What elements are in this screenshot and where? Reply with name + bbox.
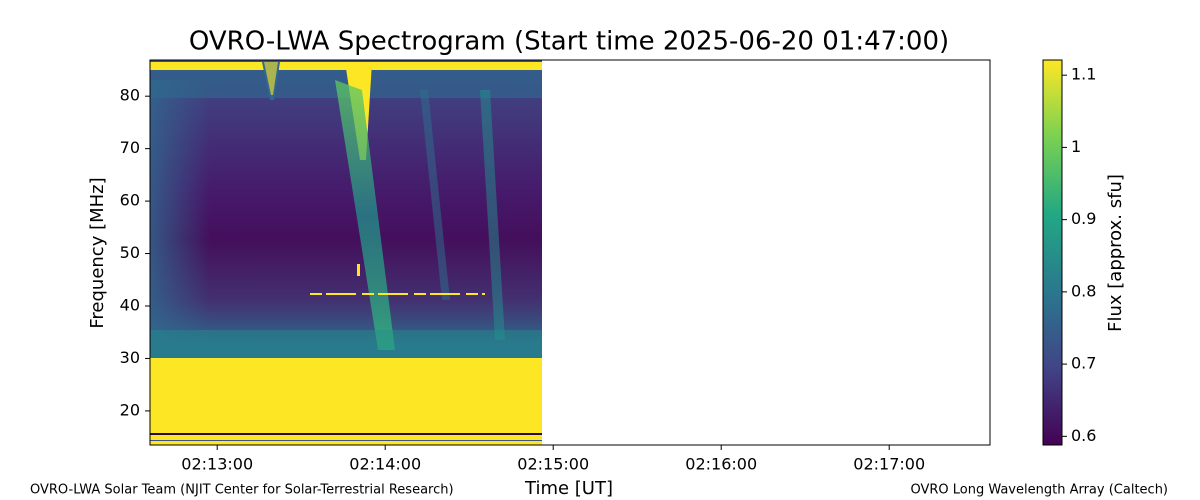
spectrogram-image — [150, 60, 542, 445]
x-tick-label: 02:16:00 — [685, 455, 757, 474]
colorbar-tick-label: 0.9 — [1071, 209, 1096, 228]
y-tick-label: 20 — [120, 400, 140, 419]
colorbar-tick-label: 1.1 — [1071, 65, 1096, 84]
footer-right: OVRO Long Wavelength Array (Caltech) — [910, 483, 1168, 498]
y-axis-label: Frequency [MHz] — [87, 177, 108, 328]
plot-frame — [149, 59, 991, 446]
chart-title: OVRO-LWA Spectrogram (Start time 2025-06… — [189, 27, 949, 57]
colorbar-frame — [1042, 59, 1063, 446]
y-tick-label: 70 — [120, 138, 140, 157]
y-tick-label: 40 — [120, 296, 140, 315]
x-tick-label: 02:17:00 — [853, 455, 925, 474]
colorbar — [1043, 60, 1062, 445]
colorbar-tick-label: 0.7 — [1071, 354, 1096, 373]
x-axis-label: Time [UT] — [524, 478, 613, 499]
y-tick-label: 30 — [120, 348, 140, 367]
y-tick-label: 50 — [120, 243, 140, 262]
colorbar-tick-label: 0.8 — [1071, 281, 1096, 300]
y-tick-label: 80 — [120, 86, 140, 105]
x-tick-label: 02:13:00 — [181, 455, 253, 474]
colorbar-label: Flux [approx. sfu] — [1105, 174, 1126, 332]
x-tick-label: 02:15:00 — [517, 455, 589, 474]
footer-left: OVRO-LWA Solar Team (NJIT Center for Sol… — [30, 483, 454, 498]
y-tick-label: 60 — [120, 191, 140, 210]
colorbar-tick-label: 0.6 — [1071, 426, 1096, 445]
x-tick-label: 02:14:00 — [349, 455, 421, 474]
colorbar-tick-label: 1 — [1071, 137, 1081, 156]
